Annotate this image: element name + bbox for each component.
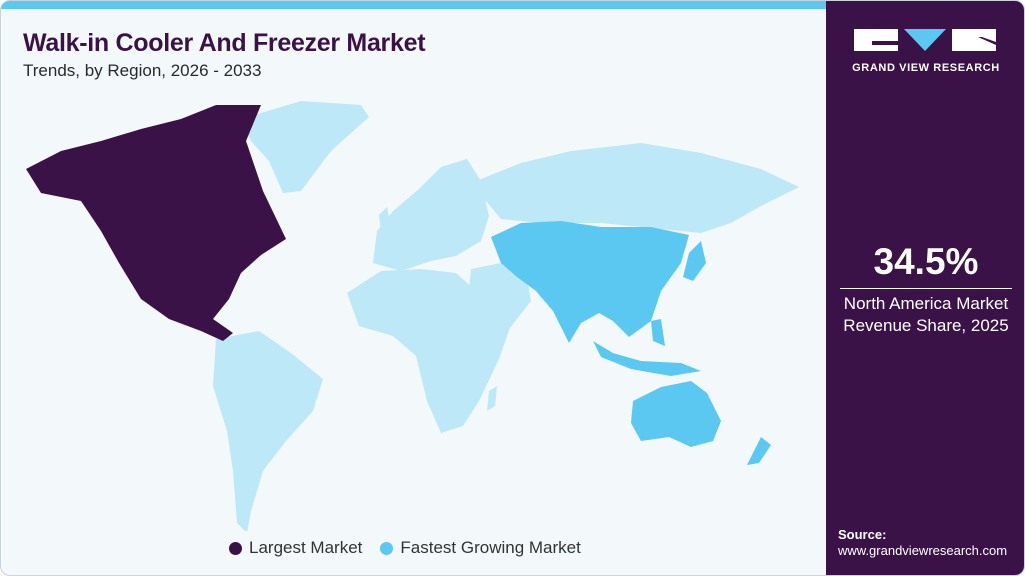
legend-dot-largest (229, 541, 242, 555)
source-link[interactable]: www.grandviewresearch.com (838, 543, 1008, 558)
source-label: Source: (838, 527, 887, 542)
region-greenland (241, 101, 369, 193)
region-australia (631, 381, 721, 447)
region-middle-east (469, 263, 531, 333)
divider (840, 288, 1012, 289)
region-asia-pacific (491, 221, 771, 465)
legend-label: Fastest Growing Market (400, 538, 581, 557)
region-madagascar (487, 386, 497, 411)
page-subtitle: Trends, by Region, 2026 - 2033 (23, 61, 262, 80)
stat-value: 34.5% (873, 241, 979, 282)
stat-label-line2: Revenue Share, 2025 (843, 316, 1009, 335)
region-europe (373, 159, 489, 271)
region-russia (471, 143, 799, 233)
region-japan (683, 241, 706, 281)
accent-bar (1, 1, 826, 9)
region-philippines (651, 319, 665, 346)
region-africa (347, 269, 513, 433)
map-legend: Largest Market Fastest Growing Market (229, 538, 581, 558)
brand-name: GRAND VIEW RESEARCH (852, 62, 1000, 74)
region-south-america (213, 331, 323, 531)
other-regions (213, 101, 799, 531)
legend-label: Largest Market (249, 538, 363, 557)
region-indonesia (593, 341, 701, 376)
page-title: Walk-in Cooler And Freezer Market (23, 29, 426, 57)
region-china-india (491, 221, 689, 343)
stat-label-line1: North America Market (843, 294, 1009, 313)
region-north-america (26, 105, 286, 341)
side-panel: GRAND VIEW RESEARCH 34.5% North America … (826, 1, 1024, 575)
world-map (26, 101, 799, 531)
legend-item-largest: Largest Market (229, 538, 362, 558)
legend-item-fastest: Fastest Growing Market (380, 538, 581, 558)
stat-label: North America Market Revenue Share, 2025 (826, 293, 1024, 337)
region-uk (379, 207, 391, 231)
region-new-zealand (747, 437, 771, 465)
legend-dot-fastest (380, 541, 394, 555)
grand-view-research-logo-icon (854, 29, 996, 51)
